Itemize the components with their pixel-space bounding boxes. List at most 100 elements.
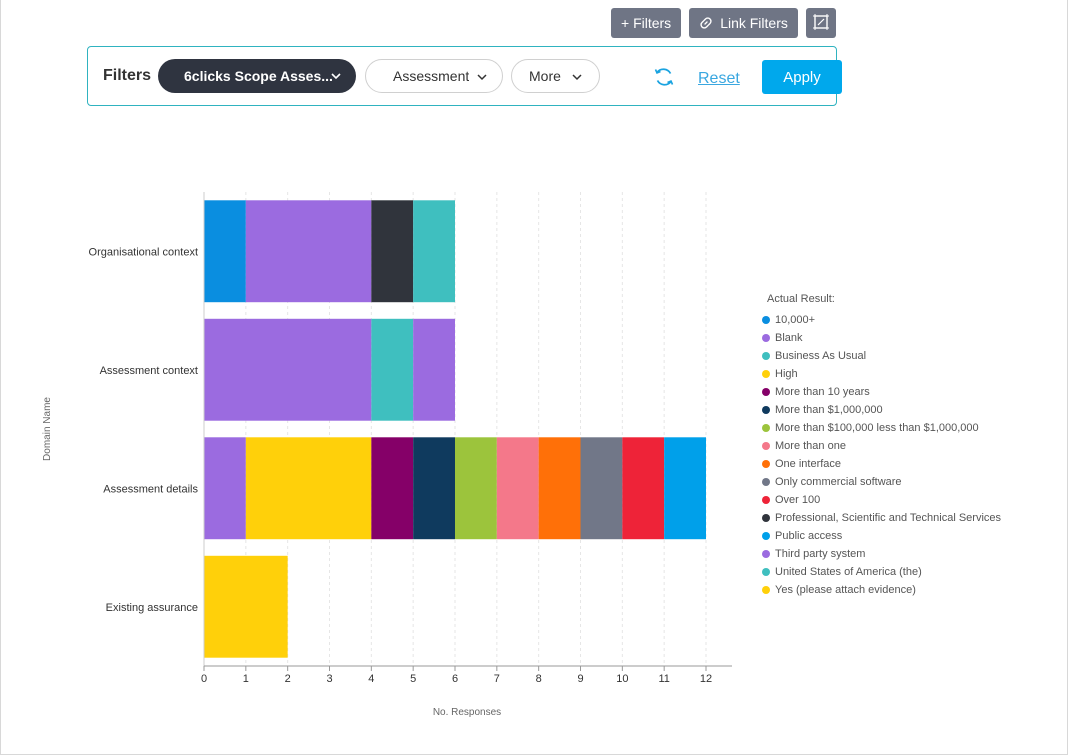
x-tick-label: 12	[700, 673, 712, 685]
legend-swatch	[762, 334, 770, 342]
x-tick-label: 9	[577, 673, 583, 685]
legend-swatch	[762, 352, 770, 360]
add-filters-button[interactable]: + Filters	[611, 8, 682, 38]
bar-segment[interactable]	[371, 437, 414, 540]
legend-swatch	[762, 514, 770, 522]
more-filter-pill[interactable]: More	[511, 59, 600, 93]
bar-segment[interactable]	[371, 318, 414, 421]
expand-icon	[812, 13, 830, 34]
bar-segment[interactable]	[413, 318, 455, 421]
x-tick-label: 11	[658, 673, 669, 685]
bar-segment[interactable]	[371, 200, 414, 303]
reset-link[interactable]: Reset	[698, 70, 740, 87]
legend-item[interactable]: More than one	[762, 437, 1001, 455]
bar-segment[interactable]	[204, 318, 372, 421]
y-category-label: Assessment details	[103, 483, 198, 495]
legend-label: Third party system	[775, 548, 866, 560]
y-category-label: Assessment context	[100, 365, 198, 377]
bar-segment[interactable]	[245, 437, 372, 540]
link-icon	[699, 16, 713, 30]
bar-segment[interactable]	[455, 437, 497, 540]
legend-swatch	[762, 460, 770, 468]
legend-label: United States of America (the)	[775, 566, 922, 578]
bar-segment[interactable]	[622, 437, 665, 540]
legend-label: Professional, Scientific and Technical S…	[775, 512, 1002, 524]
legend-item[interactable]: More than $1,000,000	[762, 401, 1001, 419]
apply-button[interactable]: Apply	[762, 60, 842, 94]
x-tick-label: 5	[410, 673, 416, 685]
bar-segment[interactable]	[245, 200, 372, 303]
expand-button[interactable]	[805, 8, 836, 38]
chart-bars	[204, 200, 706, 658]
assessment-filter-pill[interactable]: Assessment	[365, 59, 503, 93]
legend-label: More than 10 years	[775, 386, 870, 398]
bar-segment[interactable]	[496, 437, 539, 540]
filters-label: Filters	[103, 67, 152, 84]
legend-swatch	[762, 406, 770, 414]
link-filters-button[interactable]: Link Filters	[689, 8, 798, 38]
legend-swatch	[762, 532, 770, 540]
x-tick-label: 10	[616, 673, 628, 685]
chart-grid	[245, 192, 707, 666]
legend-swatch	[762, 586, 770, 594]
legend-label: Over 100	[775, 494, 821, 506]
assessment-filter-label: Assessment	[393, 68, 470, 84]
y-axis-title: Domain Name	[42, 397, 53, 461]
legend-label: Business As Usual	[775, 350, 867, 362]
legend-item[interactable]: Yes (please attach evidence)	[762, 581, 1001, 599]
legend-label: 10,000+	[775, 314, 816, 326]
x-axis-title: No. Responses	[433, 707, 501, 718]
legend-item[interactable]: One interface	[762, 455, 1001, 473]
scope-filter-label: 6clicks Scope Asses...	[184, 68, 333, 84]
legend-item[interactable]: Third party system	[762, 545, 1001, 563]
legend-item[interactable]: Over 100	[762, 491, 1001, 509]
x-tick-label: 7	[494, 673, 500, 685]
x-tick-label: 3	[326, 673, 332, 685]
bar-segment[interactable]	[538, 437, 581, 540]
x-tick-label: 8	[536, 673, 542, 685]
legend-item[interactable]: Public access	[762, 527, 1001, 545]
legend-label: Blank	[775, 332, 803, 344]
x-tick-label: 4	[368, 673, 374, 685]
y-category-label: Existing assurance	[106, 602, 198, 614]
legend-item[interactable]: 10,000+	[762, 311, 1001, 329]
x-tick-label: 6	[452, 673, 458, 685]
legend-item[interactable]: More than $100,000 less than $1,000,000	[762, 419, 1001, 437]
legend-item[interactable]: High	[762, 365, 1001, 383]
x-tick-label: 0	[201, 673, 207, 685]
bar-segment[interactable]	[664, 437, 706, 540]
legend-label: Only commercial software	[775, 476, 902, 488]
add-filters-label: + Filters	[621, 15, 672, 31]
legend-item[interactable]: United States of America (the)	[762, 563, 1001, 581]
legend-item[interactable]: Only commercial software	[762, 473, 1001, 491]
legend-swatch	[762, 568, 770, 576]
legend-swatch	[762, 550, 770, 558]
legend-item[interactable]: Professional, Scientific and Technical S…	[762, 509, 1001, 527]
legend-label: Yes (please attach evidence)	[775, 584, 916, 596]
scope-filter-pill[interactable]: 6clicks Scope Asses...	[158, 59, 356, 93]
bar-segment[interactable]	[204, 200, 246, 303]
bar-segment[interactable]	[580, 437, 623, 540]
legend-swatch	[762, 370, 770, 378]
legend-label: Public access	[775, 530, 843, 542]
legend-swatch	[762, 496, 770, 504]
legend-item[interactable]: Business As Usual	[762, 347, 1001, 365]
legend-label: More than one	[775, 440, 846, 452]
chevron-down-icon	[330, 69, 342, 85]
bar-segment[interactable]	[413, 437, 455, 540]
chevron-down-icon	[476, 70, 488, 86]
legend-item[interactable]: More than 10 years	[762, 383, 1001, 401]
bar-segment[interactable]	[204, 437, 246, 540]
legend-label: High	[775, 368, 798, 380]
bar-segment[interactable]	[204, 555, 288, 658]
legend-item[interactable]: Blank	[762, 329, 1001, 347]
bar-segment[interactable]	[413, 200, 455, 303]
refresh-icon[interactable]	[653, 66, 675, 93]
legend-swatch	[762, 388, 770, 396]
link-filters-label: Link Filters	[720, 15, 788, 31]
more-filter-label: More	[529, 68, 561, 84]
x-tick-label: 2	[285, 673, 291, 685]
filter-bar: Filters 6clicks Scope Asses... Assessmen…	[87, 46, 842, 106]
